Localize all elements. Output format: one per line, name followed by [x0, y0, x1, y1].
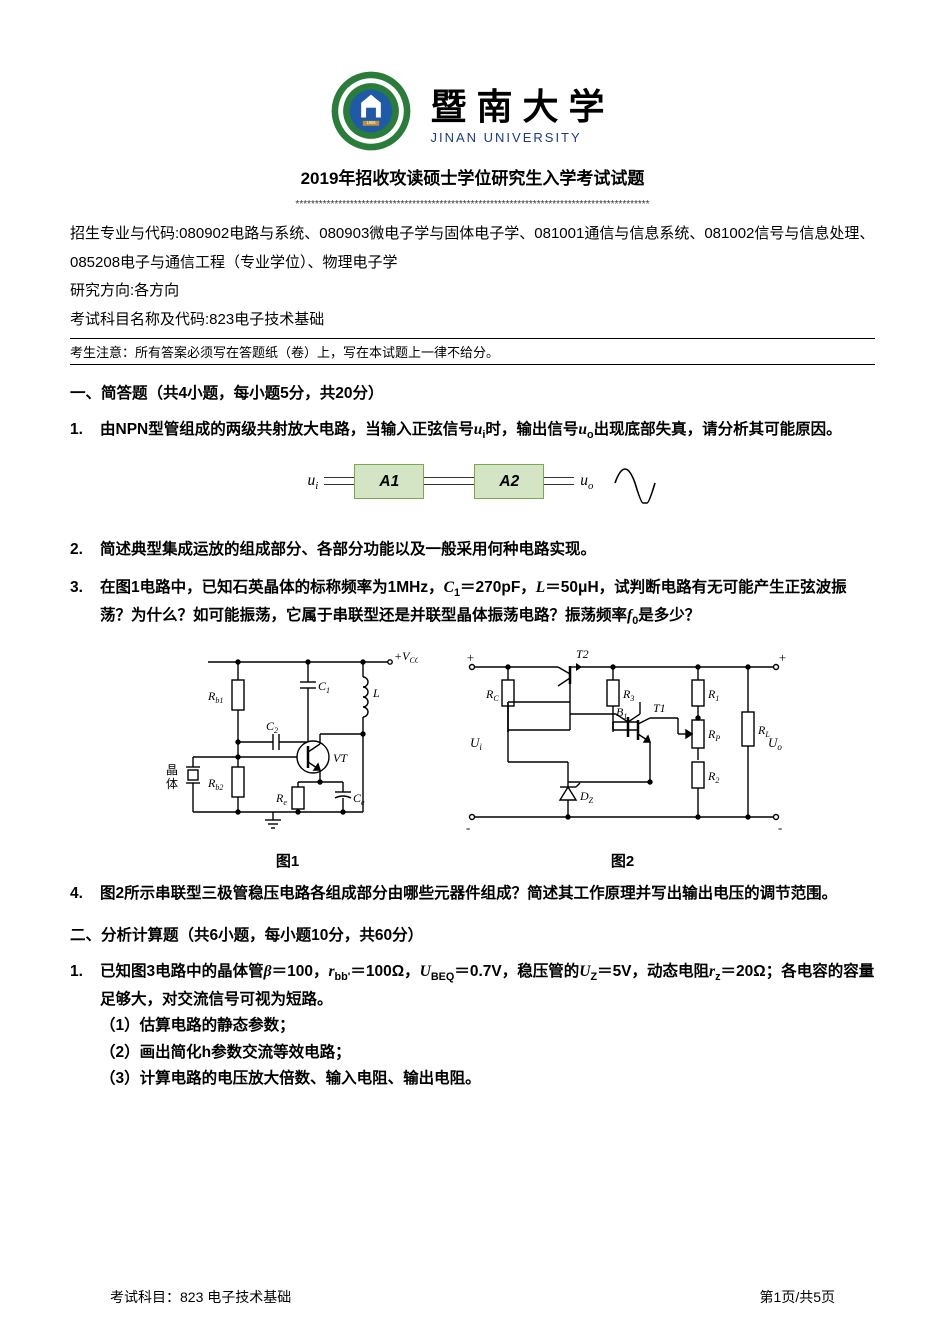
svg-text:Rb2: Rb2 [207, 776, 223, 792]
university-name-cn: 暨南大学 [430, 78, 614, 130]
svg-text:Ui: Ui [470, 735, 482, 752]
svg-text:T2: T2 [576, 647, 589, 661]
exam-title: 2019年招收攻读硕士学位研究生入学考试试题 [70, 164, 875, 189]
circuit-figure-2: + - + - T2 RC R3 [458, 642, 788, 847]
svg-text:-: - [466, 820, 470, 835]
figure-1: +VCC Rb1 C1 L C2 [158, 642, 418, 875]
svg-text:C2: C2 [266, 719, 278, 735]
majors-line: 招生专业与代码:080902电路与系统、080903微电子学与固体电子学、081… [70, 220, 875, 277]
notice-box: 考生注意：所有答案必须写在答题纸（卷）上，写在本试题上一律不给分。 [70, 338, 875, 365]
sub-question-3: （3）计算电路的电压放大倍数、输入电阻、输出电阻。 [100, 1066, 875, 1092]
circuit-figure-1: +VCC Rb1 C1 L C2 [158, 642, 418, 847]
exam-content: 一、简答题（共4小题，每小题5分，共20分） 1. 由NPN型管组成的两级共射放… [70, 381, 875, 1092]
question-2-1: 1. 已知图3电路中的晶体管β＝100，rbb'＝100Ω，UBEQ＝0.7V，… [70, 959, 875, 1092]
block-a1: A1 [354, 464, 424, 499]
question-1-1: 1. 由NPN型管组成的两级共射放大电路，当输入正弦信号ui时，输出信号uo出现… [70, 417, 875, 525]
logo-header: 1906 暨南大学 JINAN UNIVERSITY [70, 70, 875, 152]
figures-row: +VCC Rb1 C1 L C2 [70, 642, 875, 875]
svg-text:+VCC: +VCC [394, 649, 418, 665]
block-a2: A2 [474, 464, 544, 499]
svg-text:+: + [466, 650, 475, 665]
svg-text:Rb1: Rb1 [207, 689, 223, 705]
svg-text:体: 体 [166, 777, 178, 791]
svg-text:R3: R3 [622, 687, 634, 703]
svg-text:晶: 晶 [166, 763, 178, 777]
university-seal-icon: 1906 [330, 70, 412, 152]
direction-line: 研究方向:各方向 [70, 277, 875, 306]
sub-question-1: （1）估算电路的静态参数； [100, 1013, 875, 1039]
footer-subject: 考试科目：823 电子技术基础 [110, 1287, 291, 1307]
subject-line: 考试科目名称及代码:823电子技术基础 [70, 306, 875, 335]
svg-text:R2: R2 [707, 769, 719, 785]
svg-text:+: + [778, 650, 787, 665]
question-1-3: 3. 在图1电路中，已知石英晶体的标称频率为1MHz，C1＝270pF，L＝50… [70, 575, 875, 630]
section-2-header: 二、分析计算题（共6小题，每小题10分，共60分） [70, 923, 875, 949]
question-1-4: 4. 图2所示串联型三极管稳压电路各组成部分由哪些元器件组成？简述其工作原理并写… [70, 881, 875, 907]
svg-text:L: L [372, 686, 380, 700]
svg-text:Re: Re [275, 791, 287, 807]
question-1-2: 2. 简述典型集成运放的组成部分、各部分功能以及一般采用何种电路实现。 [70, 537, 875, 563]
svg-text:B1: B1 [616, 705, 627, 721]
university-name: 暨南大学 JINAN UNIVERSITY [430, 78, 614, 145]
svg-text:T1: T1 [653, 701, 666, 715]
distorted-sine-icon [611, 459, 667, 505]
university-name-en: JINAN UNIVERSITY [430, 130, 614, 145]
figure-1-caption: 图1 [276, 849, 299, 875]
svg-text:-: - [778, 820, 782, 835]
svg-text:1906: 1906 [367, 120, 377, 125]
block-diagram-q1: ui A1 A2 uo [100, 459, 875, 505]
svg-text:C1: C1 [318, 679, 330, 695]
footer-page: 第1页/共5页 [760, 1287, 835, 1307]
sub-question-2: （2）画出简化h参数交流等效电路； [100, 1040, 875, 1066]
svg-text:Uo: Uo [768, 735, 782, 752]
svg-text:VT: VT [333, 751, 348, 765]
svg-text:R1: R1 [707, 687, 719, 703]
exam-info: 招生专业与代码:080902电路与系统、080903微电子学与固体电子学、081… [70, 220, 875, 334]
separator-asterisks: ****************************************… [70, 199, 875, 210]
figure-2-caption: 图2 [611, 849, 634, 875]
svg-text:RC: RC [485, 687, 499, 703]
svg-text:DZ: DZ [579, 789, 594, 805]
page-footer: 考试科目：823 电子技术基础 第1页/共5页 [0, 1287, 945, 1307]
svg-text:RP: RP [707, 727, 720, 743]
section-1-header: 一、简答题（共4小题，每小题5分，共20分） [70, 381, 875, 407]
figure-2: + - + - T2 RC R3 [458, 642, 788, 875]
